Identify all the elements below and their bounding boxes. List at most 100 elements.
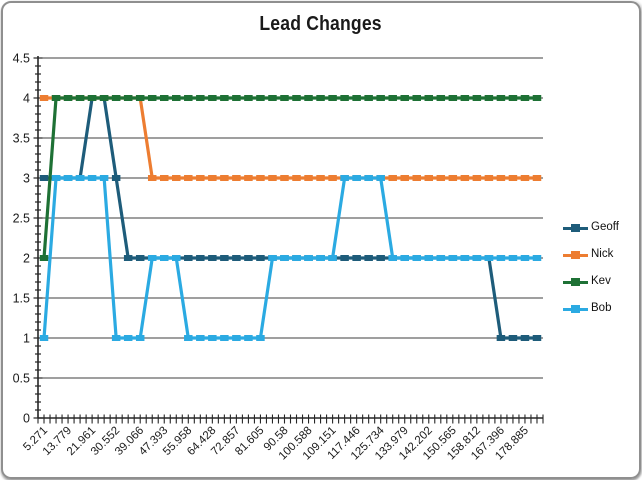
series-marker-bob [147,255,157,261]
series-marker-bob [328,255,337,261]
series-marker-bob [484,255,494,261]
series-marker-nick [460,175,470,181]
series-marker-nick [172,175,181,181]
series-marker-kev [111,95,121,101]
series-marker-nick [256,175,265,181]
series-marker-nick [400,175,409,181]
series-marker-kev [63,95,73,101]
series-marker-bob [352,175,361,181]
series-marker-nick [184,175,193,181]
series-marker-bob [496,255,506,261]
series-marker-kev [352,95,361,101]
series-marker-kev [484,95,494,101]
series-marker-nick [292,175,301,181]
series-marker-bob [364,175,373,181]
series-marker-kev [87,95,97,101]
series-marker-kev [196,95,205,101]
legend-item-kev: Kev [563,275,619,288]
series-marker-kev [256,95,265,101]
y-tick-label: 2 [23,252,30,266]
series-marker-geoff [184,255,193,261]
series-marker-bob [472,255,482,261]
series-marker-geoff [496,335,506,341]
series-marker-bob [196,335,205,341]
legend-label-kev: Kev [591,275,611,287]
series-marker-kev [123,95,133,101]
series-marker-bob [75,175,85,181]
series-marker-kev [147,95,157,101]
series-marker-nick [316,175,325,181]
series-marker-bob [508,255,518,261]
series-marker-nick [220,175,229,181]
series-marker-kev [520,95,530,101]
series-marker-kev [51,95,61,101]
series-marker-kev [304,95,313,101]
chart-title-text: Lead Changes [259,13,383,35]
series-marker-bob [51,175,61,181]
series-marker-kev [460,95,470,101]
series-marker-nick [244,175,253,181]
series-marker-geoff [123,255,133,261]
series-marker-nick [232,175,241,181]
series-marker-kev [436,95,446,101]
series-marker-kev [472,95,482,101]
series-marker-bob [99,175,109,181]
series-marker-bob [532,255,542,261]
series-marker-bob [256,335,265,341]
series-marker-bob [39,335,49,341]
legend-item-bob: Bob [563,302,619,315]
series-marker-geoff [196,255,205,261]
series-marker-nick [436,175,446,181]
series-marker-nick [496,175,506,181]
chart-legend: Geoff Nick Kev Bob [563,221,619,315]
legend-marker-nick [563,249,588,261]
series-marker-nick [412,175,421,181]
series-marker-bob [292,255,301,261]
series-marker-geoff [508,335,518,341]
series-marker-nick [472,175,482,181]
series-marker-bob [208,335,217,341]
y-tick-label: 4 [23,92,30,106]
series-marker-kev [232,95,241,101]
series-marker-geoff [232,255,241,261]
series-marker-nick [160,175,169,181]
series-marker-bob [340,175,349,181]
series-marker-kev [448,95,458,101]
series-marker-nick [147,175,157,181]
legend-marker-geoff [563,222,588,234]
legend-marker-kev [563,276,588,288]
series-marker-bob [520,255,530,261]
series-marker-bob [87,175,97,181]
series-marker-nick [484,175,494,181]
series-marker-nick [208,175,217,181]
series-marker-bob [135,335,145,341]
series-marker-geoff [111,175,121,181]
series-marker-kev [39,255,49,261]
series-marker-kev [208,95,217,101]
series-marker-bob [304,255,313,261]
series-marker-geoff [340,255,349,261]
series-marker-kev [244,95,253,101]
y-tick-label: 1 [23,332,30,346]
series-marker-bob [268,255,277,261]
series-marker-geoff [135,255,145,261]
series-marker-geoff [244,255,253,261]
series-marker-geoff [220,255,229,261]
series-marker-nick [280,175,289,181]
series-marker-kev [388,95,397,101]
series-marker-kev [135,95,145,101]
series-marker-bob [244,335,253,341]
series-marker-kev [75,95,85,101]
series-marker-kev [220,95,229,101]
series-marker-bob [232,335,241,341]
series-marker-kev [412,95,421,101]
series-marker-bob [460,255,470,261]
series-marker-bob [436,255,446,261]
series-marker-kev [268,95,277,101]
series-marker-nick [520,175,530,181]
series-marker-kev [364,95,373,101]
legend-label-nick: Nick [591,248,614,260]
series-marker-geoff [208,255,217,261]
series-marker-kev [280,95,289,101]
y-tick-label: 3 [23,172,30,186]
